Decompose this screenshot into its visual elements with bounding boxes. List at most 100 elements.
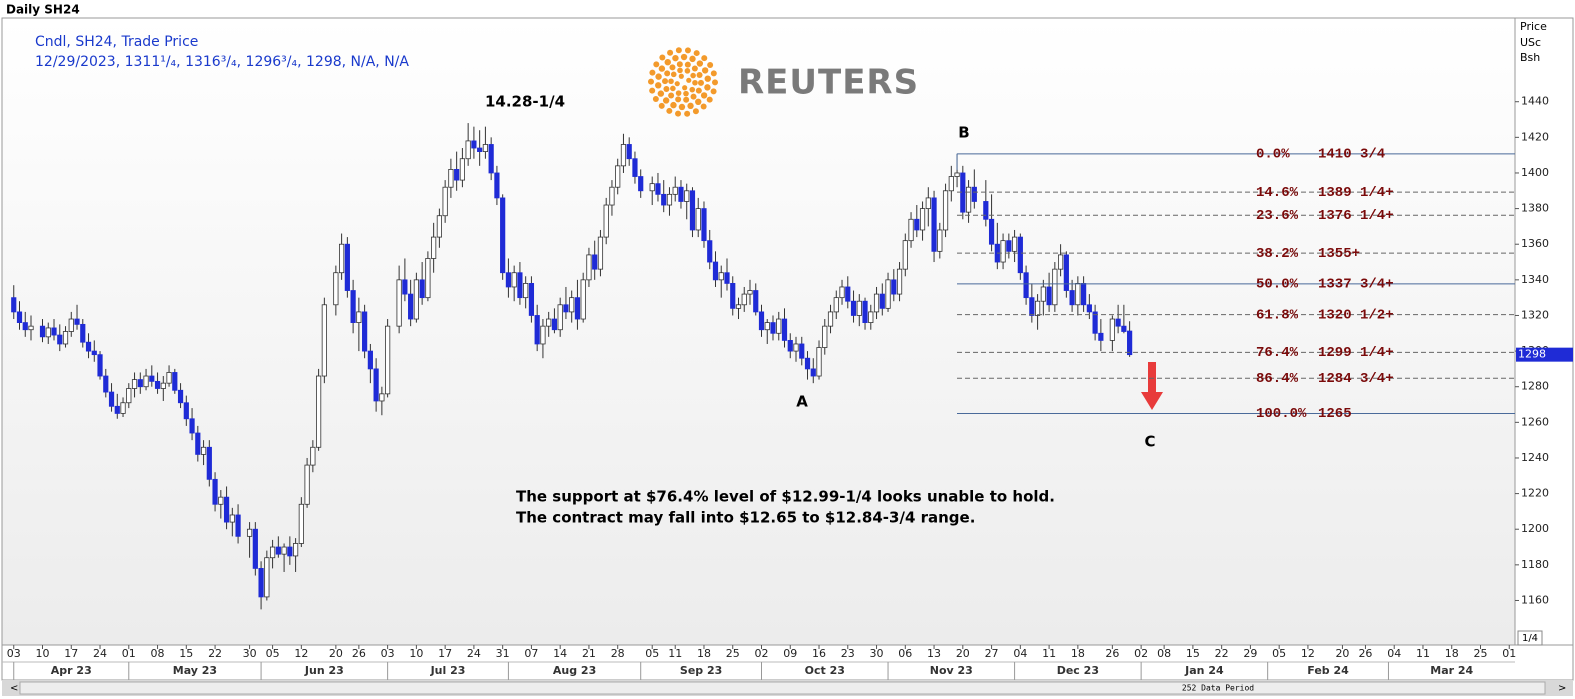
candle-body <box>850 300 857 316</box>
candle-body <box>511 272 517 288</box>
candle-body <box>1075 283 1081 306</box>
scroll-right[interactable]: > <box>1558 683 1566 694</box>
candle-body <box>1086 304 1092 313</box>
month-label: Oct 23 <box>805 664 845 677</box>
logo-dot <box>689 86 696 93</box>
candle-body <box>11 297 17 313</box>
candle-body <box>988 218 995 245</box>
candle-body <box>373 368 379 402</box>
candle-body <box>459 158 466 181</box>
candle-body <box>730 283 736 309</box>
y-tick-label: 1400 <box>1521 166 1549 179</box>
logo-dot <box>669 64 676 71</box>
month-label: Feb 24 <box>1307 664 1349 677</box>
candle-body <box>1000 240 1006 263</box>
candle-body <box>603 204 609 238</box>
candle-body <box>816 347 822 377</box>
price-fraction: 1/4 <box>1522 633 1538 644</box>
candle-body <box>120 402 126 414</box>
candle-body <box>1098 332 1104 341</box>
logo-dot <box>680 53 688 61</box>
x-tick-label: 06 <box>898 647 912 660</box>
x-tick-label: 03 <box>381 647 395 660</box>
candle-body <box>1081 283 1087 306</box>
candle-body <box>764 322 770 331</box>
logo-dot <box>662 78 669 85</box>
candle-body <box>471 140 477 149</box>
candle-body <box>1017 236 1023 274</box>
candle-body <box>735 304 742 309</box>
x-tick-label: 02 <box>755 647 769 660</box>
logo-dot <box>649 69 656 76</box>
logo-dot <box>700 103 707 110</box>
logo-dot <box>653 61 660 68</box>
candle-body <box>425 258 431 299</box>
candle-body <box>292 543 299 557</box>
candle-body <box>655 183 661 195</box>
candle-body <box>707 240 713 263</box>
y-tick-label: 1160 <box>1521 593 1549 606</box>
y-tick-label: 1420 <box>1521 130 1549 143</box>
candle-body <box>310 446 316 466</box>
candle-body <box>321 304 327 377</box>
down-arrow <box>1141 362 1163 410</box>
fib-ratio: 0.0% <box>1256 147 1290 163</box>
fib-ratio: 38.2% <box>1256 246 1299 262</box>
scroll-thumb[interactable] <box>19 681 1546 695</box>
x-tick-label: 26 <box>1358 647 1372 660</box>
candle-body <box>868 311 874 323</box>
logo-dot <box>684 68 691 74</box>
month-label: Apr 23 <box>51 664 92 677</box>
candle-body <box>304 464 310 505</box>
x-tick-label: 08 <box>1157 647 1171 660</box>
logo-dot <box>677 67 683 74</box>
candle-body <box>195 432 201 455</box>
logo-dot <box>649 87 656 94</box>
candle-body <box>902 240 908 270</box>
candle-body <box>684 190 690 202</box>
y-tick-label: 1180 <box>1521 558 1549 571</box>
candle-body <box>200 446 207 455</box>
scroll-left[interactable]: < <box>10 683 18 694</box>
candle-body <box>74 318 80 325</box>
x-tick-label: 04 <box>1387 647 1401 660</box>
logo-dot <box>710 70 717 77</box>
candle-body <box>1046 286 1052 306</box>
last-price-box <box>1516 347 1573 362</box>
candle-body <box>22 322 28 331</box>
candle-body <box>701 208 707 242</box>
candle-body <box>563 304 569 313</box>
candle-body <box>609 186 615 206</box>
y-tick-label: 1260 <box>1521 415 1549 428</box>
candle-body <box>971 186 977 202</box>
logo-dot <box>700 92 708 99</box>
x-tick-label: 29 <box>1243 647 1257 660</box>
candle-body <box>776 318 782 334</box>
candle-body <box>770 322 776 334</box>
candle-body <box>252 528 258 569</box>
candle-body <box>718 272 724 281</box>
candle-body <box>557 304 563 331</box>
y-label: Bsh <box>1520 51 1540 64</box>
candle-body <box>833 297 839 313</box>
x-tick-label: 15 <box>1186 647 1200 660</box>
page-title: Daily SH24 <box>6 3 80 17</box>
candle-body <box>523 283 529 299</box>
x-tick-label: 18 <box>697 647 711 660</box>
legend-line: Cndl, SH24, Trade Price <box>35 34 198 50</box>
month-label: May 23 <box>173 664 217 677</box>
candle-body <box>586 254 592 281</box>
candle-body <box>1063 254 1069 291</box>
logo-dot <box>662 97 670 104</box>
candle-body <box>494 172 500 199</box>
x-tick-label: 23 <box>841 647 855 660</box>
candle-body <box>379 393 385 402</box>
candle-body <box>333 272 339 306</box>
logo-dot <box>693 50 700 57</box>
candle-body <box>16 311 23 323</box>
candle-body <box>183 402 189 420</box>
note: The support at $76.4% level of $12.99-1/… <box>516 488 1055 506</box>
x-tick-label: 25 <box>1473 647 1487 660</box>
logo-dot <box>692 79 698 86</box>
logo-dot <box>684 47 691 54</box>
